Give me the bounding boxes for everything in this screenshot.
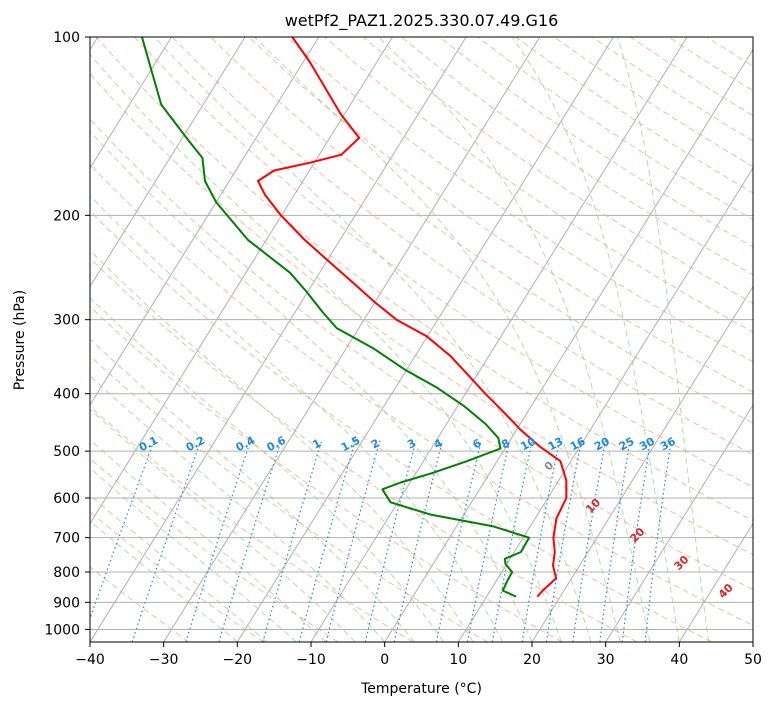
mixing-ratio-label: 20	[592, 435, 612, 454]
dry-adiabat-line	[90, 566, 190, 642]
x-axis-title: Temperature (°C)	[360, 681, 482, 697]
x-tick-label: −20	[223, 652, 253, 668]
moist-adiabat-line	[254, 37, 621, 642]
grid-layer	[90, 37, 753, 642]
dry-adiabat-line	[90, 210, 712, 642]
mixing-ratio-label: 25	[617, 435, 637, 454]
x-tick-label: 40	[670, 652, 688, 668]
isotherm-line	[163, 37, 541, 642]
x-tick-label: −40	[75, 652, 105, 668]
y-tick-label: 1000	[44, 622, 80, 638]
y-tick-label: 100	[53, 30, 80, 46]
mixing-ratio-line	[435, 440, 482, 642]
dewpoint-profile-line	[141, 37, 531, 598]
moist-adiabat-line	[90, 467, 297, 642]
mixing-ratio-label: 16	[568, 435, 588, 454]
x-tick-label: −10	[296, 652, 326, 668]
dry-adiabat-line	[90, 405, 414, 642]
dry-adiabat-line	[133, 37, 753, 488]
axis-layer: −40 −30 −20 −10 0 10 20 30 40 50 100 200 300 400 500 60…	[44, 30, 762, 668]
moist-adiabat-line	[90, 53, 562, 642]
y-tick-label: 800	[53, 565, 80, 581]
dry-adiabat-line	[172, 37, 753, 456]
isotherm-line	[90, 37, 246, 288]
mixing-ratio-line	[185, 440, 252, 642]
mixing-ratio-line	[491, 440, 533, 642]
mixing-ratio-line	[131, 440, 202, 642]
dry-adiabat-line	[90, 355, 488, 642]
dry-adiabat-line	[286, 37, 753, 363]
moist-adiabat-line	[90, 338, 415, 642]
isotherm-line	[531, 285, 753, 642]
mixing-ratio-line	[466, 440, 511, 642]
dry-adiabat-line	[90, 163, 753, 627]
x-tick-label: −30	[149, 652, 179, 668]
isotherm-line	[384, 48, 753, 642]
isotherm-line	[90, 37, 172, 169]
y-tick-label: 500	[53, 444, 80, 460]
dry-adiabat-line	[90, 305, 563, 642]
mixing-ratio-label: 10	[518, 435, 538, 454]
dry-adiabat-line	[90, 511, 264, 642]
y-tick-label: 600	[53, 491, 80, 507]
isotherm-line	[236, 37, 614, 642]
dry-adiabat-line	[90, 257, 638, 642]
moist-adiabat-line	[511, 37, 680, 642]
x-tick-label: 0	[380, 652, 389, 668]
dry-adiabat-line	[90, 118, 753, 591]
isotherm-line	[678, 522, 753, 642]
mixing-ratio-line	[644, 440, 672, 642]
chart-title: wetPf2_PAZ1.2025.330.07.49.G16	[285, 11, 559, 31]
mixing-ratio-label: 30	[637, 435, 657, 454]
dry-adiabat-line	[90, 457, 339, 642]
x-tick-label: 30	[597, 652, 615, 668]
y-axis-title: Pressure (hPa)	[12, 290, 28, 390]
plot-frame	[89, 36, 754, 643]
reference-lines	[90, 37, 753, 642]
mixing-ratio-label: 36	[658, 435, 678, 454]
data-layer	[141, 37, 568, 598]
moist-adiabat-line	[90, 408, 356, 642]
isotherm-line	[90, 37, 320, 406]
y-tick-label: 700	[53, 531, 80, 547]
dry-adiabat-line	[90, 73, 753, 556]
mixing-ratio-label: 13	[546, 435, 566, 454]
y-tick-label: 400	[53, 387, 80, 403]
moist-adiabat-line	[90, 296, 445, 642]
x-tick-label: 20	[523, 652, 541, 668]
isotherm-line	[605, 404, 753, 642]
temperature-profile-line	[257, 37, 568, 598]
moist-adiabat-line	[90, 439, 327, 642]
dry-adiabat-line	[95, 37, 753, 521]
x-tick-label: 10	[449, 652, 467, 668]
mixing-ratio-line	[599, 440, 631, 642]
mixing-ratio-line	[218, 440, 282, 642]
isotherm-line	[90, 37, 393, 525]
moist-adiabat-line	[90, 494, 268, 642]
isotherm-line	[90, 37, 467, 642]
y-tick-label: 900	[53, 595, 80, 611]
y-tick-label: 300	[53, 313, 80, 329]
moist-adiabat-line	[154, 37, 592, 642]
mixing-ratio-line	[572, 440, 607, 642]
mixing-ratio-line	[90, 440, 155, 621]
isotherm-line	[457, 167, 753, 642]
mixing-ratio-line	[621, 440, 652, 642]
y-tick-label: 200	[53, 208, 80, 224]
dry-adiabat-line	[324, 37, 753, 333]
x-tick-label: 50	[744, 652, 762, 668]
moist-adiabat-line	[617, 37, 710, 642]
moist-adiabat-line	[378, 37, 651, 642]
